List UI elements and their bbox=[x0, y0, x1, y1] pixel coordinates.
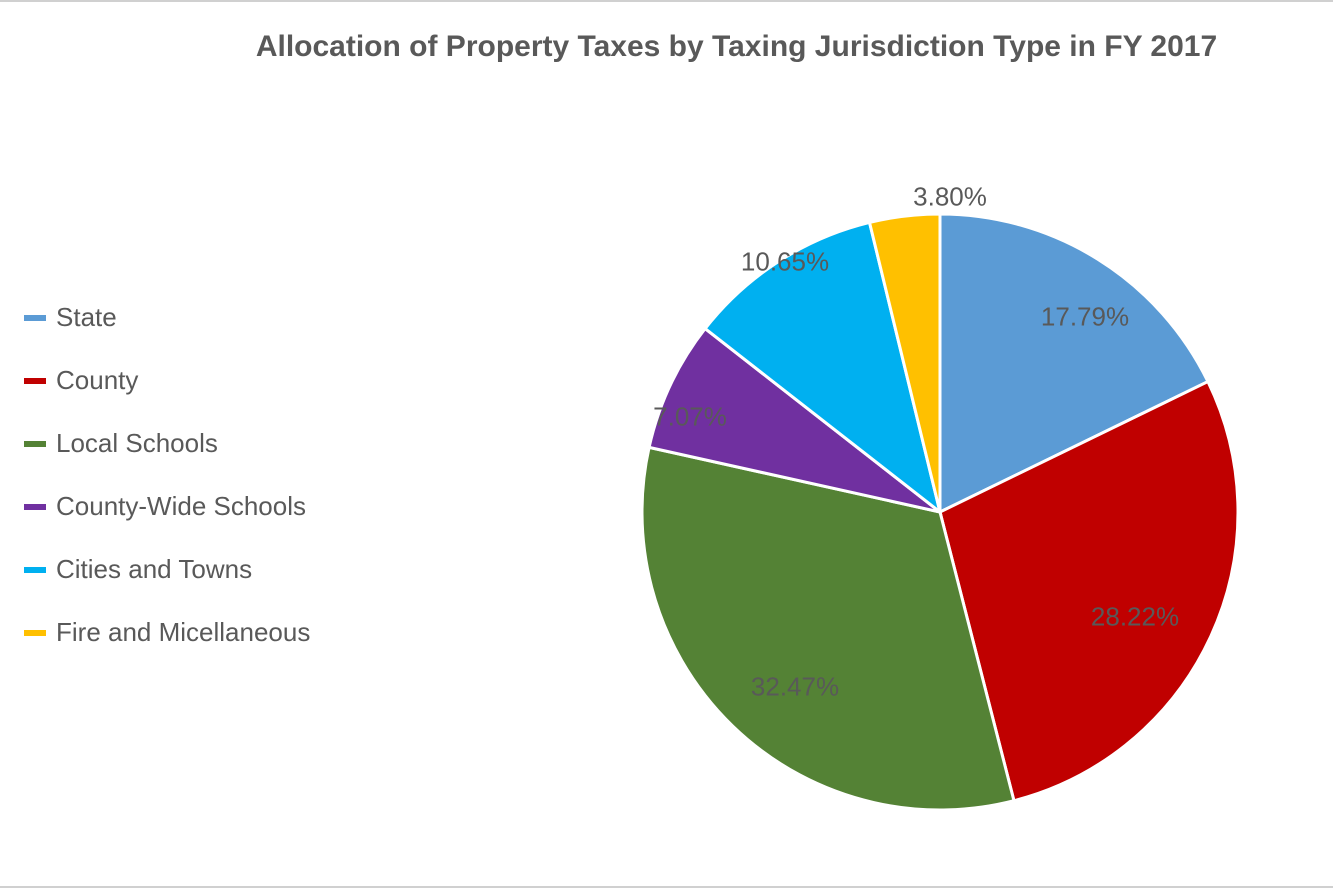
pie-chart: 17.79% 28.22% 32.47% 7.07% 10.65% 3.80% bbox=[590, 132, 1290, 832]
slice-data-label: 17.79% bbox=[1041, 302, 1129, 333]
legend-swatch bbox=[24, 315, 46, 321]
chart-title: Allocation of Property Taxes by Taxing J… bbox=[0, 30, 1333, 64]
slice-data-label: 7.07% bbox=[653, 402, 727, 433]
slice-data-label: 3.80% bbox=[913, 182, 987, 213]
slice-data-label: 10.65% bbox=[741, 247, 829, 278]
legend-label: County-Wide Schools bbox=[56, 491, 306, 522]
legend-item: County bbox=[24, 365, 310, 396]
legend-swatch bbox=[24, 441, 46, 447]
legend-swatch bbox=[24, 567, 46, 573]
legend-label: Local Schools bbox=[56, 428, 218, 459]
legend-item: Local Schools bbox=[24, 428, 310, 459]
legend-label: State bbox=[56, 302, 117, 333]
slice-data-label: 28.22% bbox=[1091, 602, 1179, 633]
legend-label: Fire and Micellaneous bbox=[56, 617, 310, 648]
legend-item: Fire and Micellaneous bbox=[24, 617, 310, 648]
legend-swatch bbox=[24, 630, 46, 636]
slice-data-label: 32.47% bbox=[751, 672, 839, 703]
legend-item: State bbox=[24, 302, 310, 333]
legend-item: County-Wide Schools bbox=[24, 491, 310, 522]
pie-svg bbox=[590, 132, 1290, 832]
legend-item: Cities and Towns bbox=[24, 554, 310, 585]
legend-swatch bbox=[24, 378, 46, 384]
legend-label: Cities and Towns bbox=[56, 554, 252, 585]
legend: State County Local Schools County-Wide Scho… bbox=[24, 302, 310, 648]
legend-label: County bbox=[56, 365, 138, 396]
legend-swatch bbox=[24, 504, 46, 510]
